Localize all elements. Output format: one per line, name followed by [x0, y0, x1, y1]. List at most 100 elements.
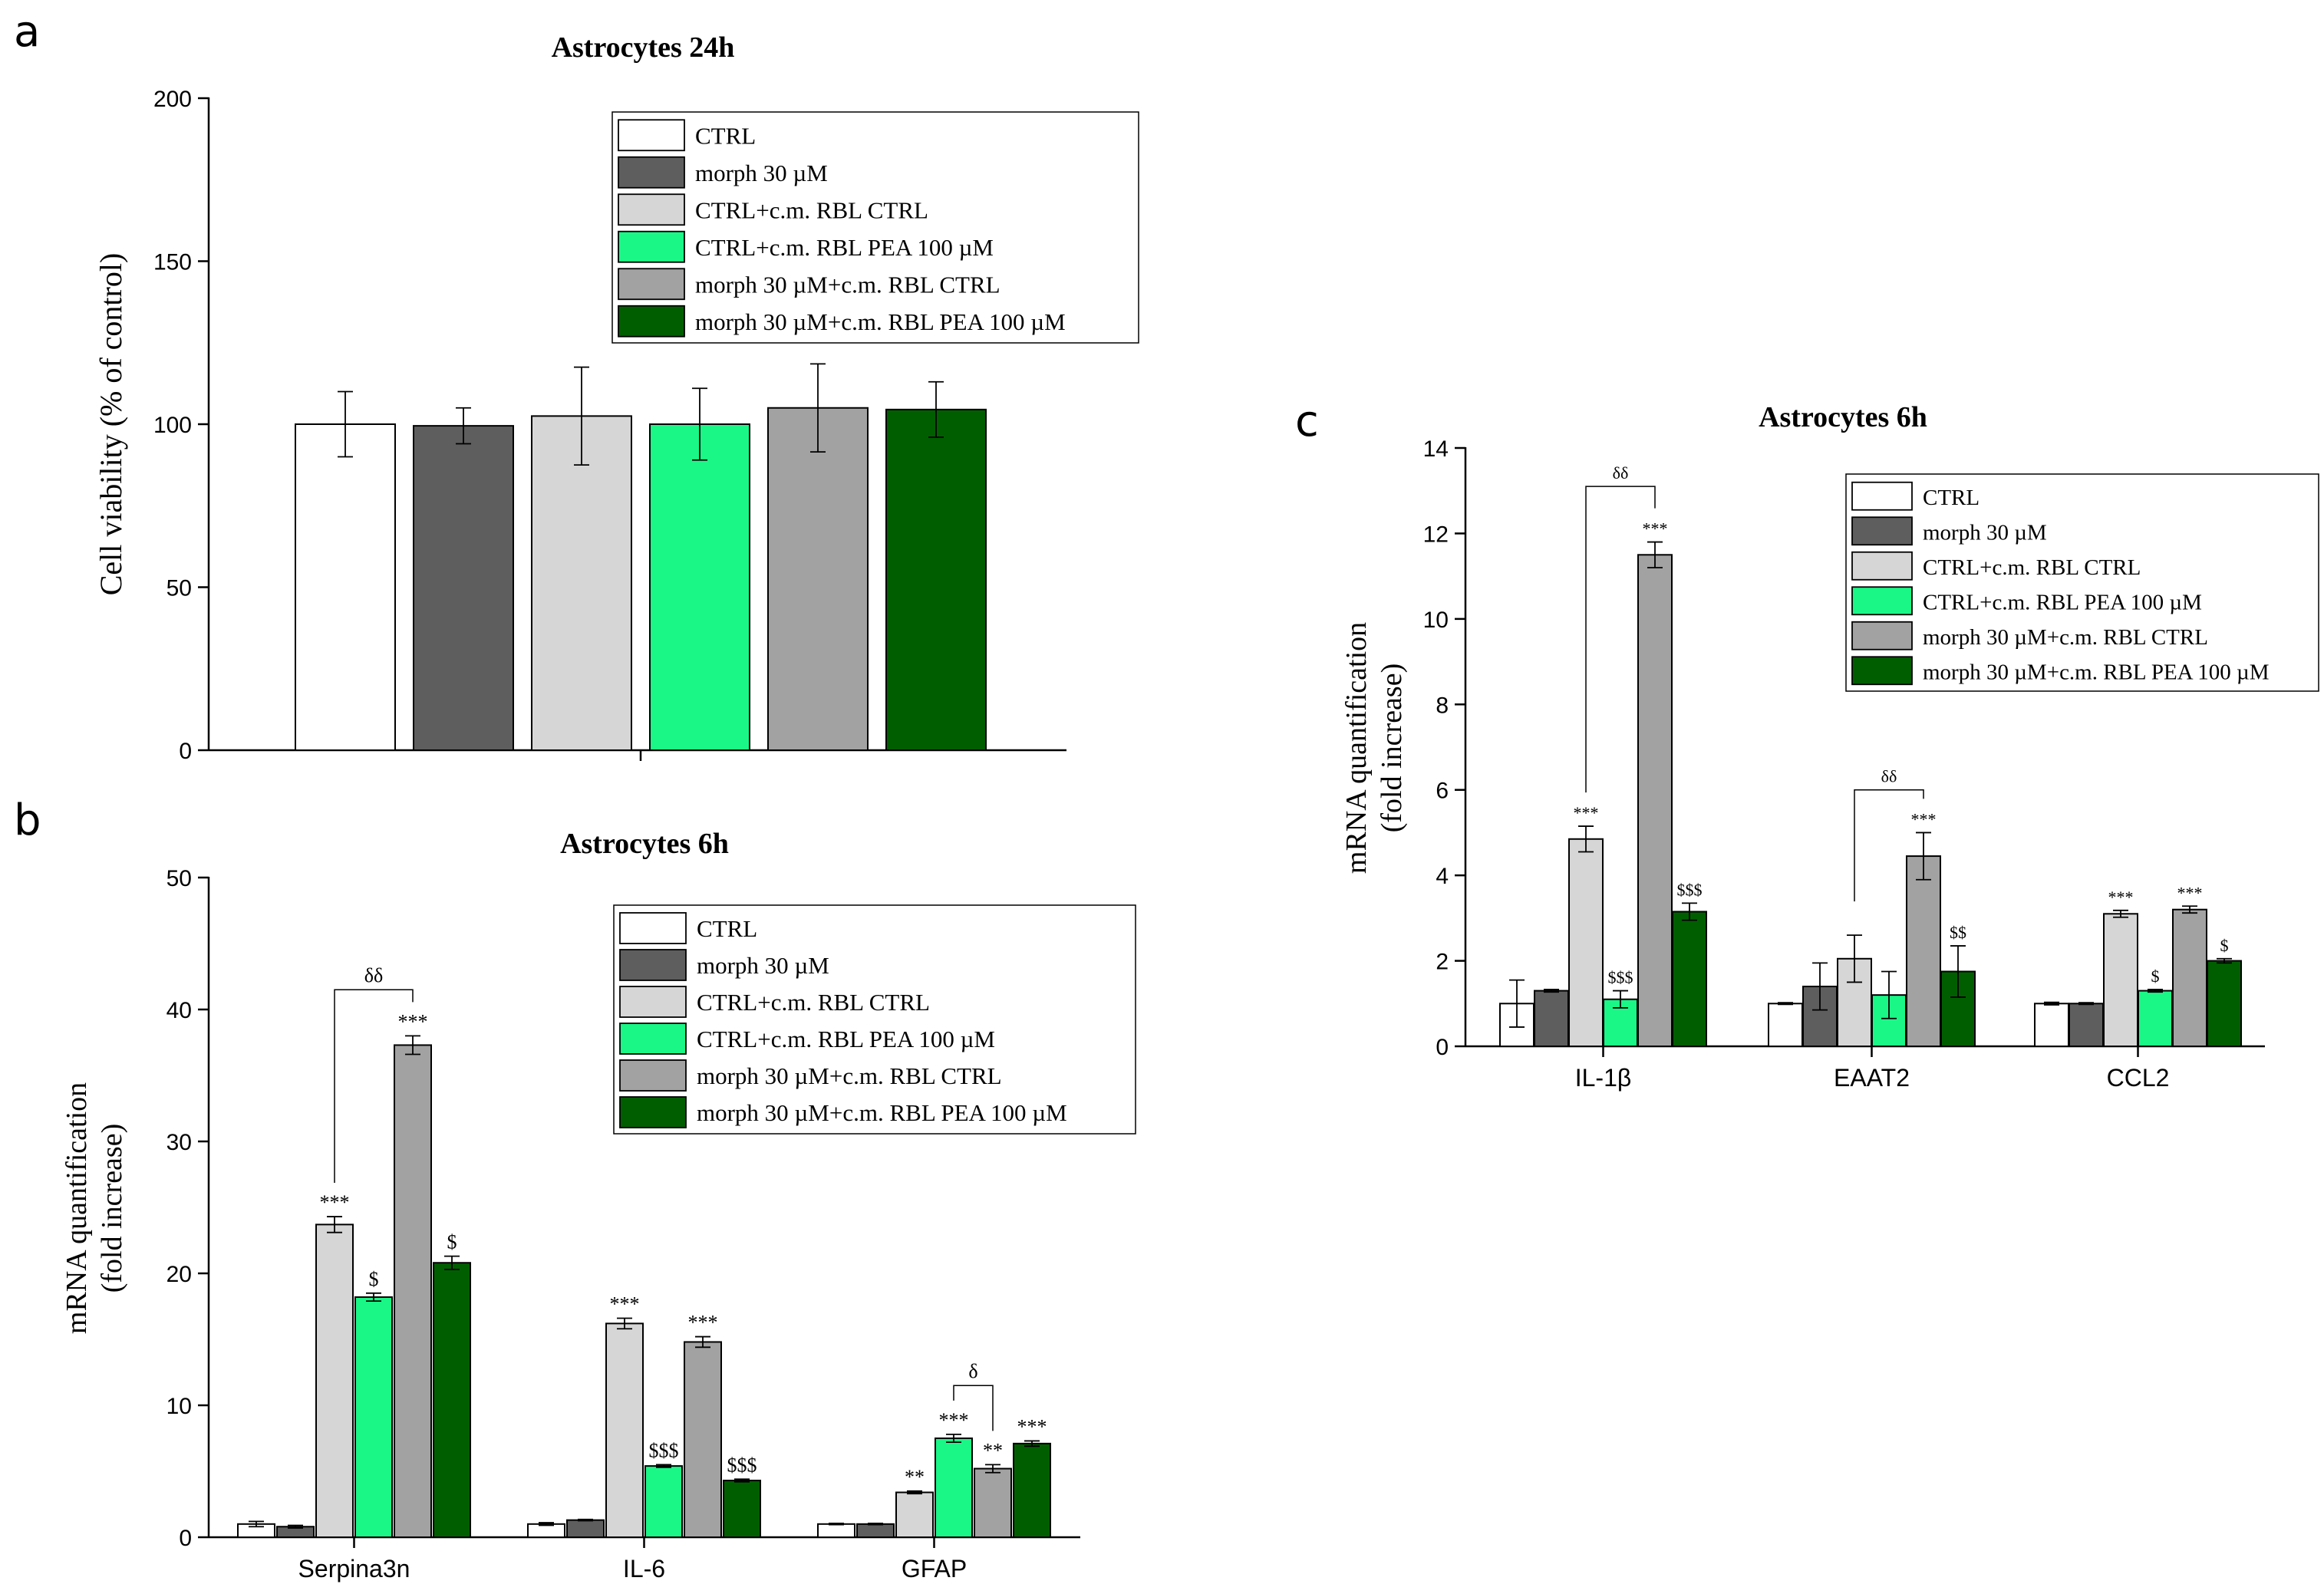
- bar: [856, 1523, 895, 1539]
- legend-label: CTRL+c.m. RBL CTRL: [695, 196, 928, 223]
- chart-panel-b: Astrocytes 6h 0 10 20 30 40 50 mRNA quantificat…: [61, 828, 1136, 1582]
- y-axis-label: Cell viability (% of control): [94, 253, 128, 596]
- bar: [2034, 1003, 2069, 1048]
- bar: [935, 1438, 973, 1538]
- legend-label: morph 30 µM+c.m. RBL PEA 100 µM: [697, 1099, 1067, 1126]
- y-tick-label: 40: [166, 998, 192, 1023]
- panel-letter-a: a: [14, 7, 40, 57]
- legend-swatch: [618, 230, 685, 263]
- significance-label: ***: [2177, 883, 2203, 902]
- y-tick-label: 200: [153, 87, 192, 112]
- bar: [315, 1223, 354, 1538]
- chart-panel-a: Astrocytes 24h 0 50 100 150 200 Cell viability…: [94, 31, 1139, 764]
- bar: [433, 1262, 471, 1538]
- chart-panel-c: Astrocytes 6h 0 2 4 6 8 10 12 14 mRNA quantificat…: [1340, 401, 2319, 1092]
- y-tick-label: 30: [166, 1130, 192, 1155]
- legend-label: morph 30 µM+c.m. RBL PEA 100 µM: [695, 308, 1066, 335]
- y-axis-label-line2: (fold increase): [1376, 664, 1408, 833]
- legend-label: CTRL: [1923, 486, 1980, 510]
- x-tick-label: CCL2: [2107, 1064, 2170, 1092]
- significance-label: ***: [2108, 888, 2134, 907]
- significance-label: ***: [610, 1293, 640, 1315]
- bar: [1672, 911, 1707, 1047]
- y-tick-label: 12: [1423, 522, 1449, 547]
- legend-label: CTRL: [695, 122, 756, 149]
- significance-label: $: [2220, 936, 2229, 955]
- significance-label: $$$: [1677, 880, 1703, 899]
- legend-label: morph 30 µM: [695, 160, 828, 186]
- bar: [2172, 908, 2207, 1047]
- legend-swatch: [618, 119, 685, 152]
- legend-label: morph 30 µM: [697, 952, 829, 979]
- legend-swatch: [1851, 656, 1913, 686]
- bar: [531, 415, 632, 751]
- bar: [767, 407, 869, 751]
- legend-swatch: [619, 1096, 687, 1128]
- legend-swatch: [618, 305, 685, 338]
- bar: [413, 425, 514, 751]
- legend-swatch: [619, 1059, 687, 1092]
- significance-label: ***: [320, 1191, 350, 1214]
- y-axis-label: mRNA quantification (fold increase): [61, 1082, 128, 1334]
- y-tick-label: 150: [153, 250, 192, 275]
- legend-label: morph 30 µM+c.m. RBL CTRL: [1923, 625, 2208, 650]
- bracket-label: δδ: [364, 964, 384, 986]
- x-tick-label: IL-1β: [1575, 1064, 1632, 1092]
- legend-label: morph 30 µM+c.m. RBL PEA 100 µM: [1923, 660, 2270, 684]
- bar: [1013, 1442, 1051, 1539]
- legend-label: CTRL+c.m. RBL PEA 100 µM: [1923, 590, 2202, 614]
- legend-swatch: [1851, 551, 1913, 581]
- y-tick-label: 0: [1436, 1035, 1449, 1060]
- x-tick-label: GFAP: [902, 1555, 967, 1582]
- y-tick-label: 10: [1423, 608, 1449, 633]
- y-tick-label: 50: [166, 866, 192, 891]
- x-tick-label: Serpina3n: [298, 1555, 410, 1582]
- bar: [1568, 838, 1604, 1048]
- x-tick-label: IL-6: [623, 1555, 665, 1582]
- significance-label: ***: [1643, 519, 1668, 538]
- y-tick-label: 2: [1436, 950, 1449, 975]
- chart-title: Astrocytes 24h: [552, 31, 735, 64]
- bar: [974, 1467, 1012, 1539]
- legend-label: CTRL+c.m. RBL PEA 100 µM: [695, 234, 994, 261]
- significance-label: **: [983, 1439, 1003, 1461]
- significance-label: ***: [688, 1312, 718, 1334]
- bracket-label: δ: [968, 1360, 977, 1382]
- significance-label: $$$: [727, 1454, 757, 1476]
- y-axis-label: mRNA quantification (fold increase): [1340, 622, 1408, 874]
- significance-label: ***: [939, 1409, 969, 1431]
- bar: [649, 423, 750, 751]
- bracket-label: δδ: [1881, 767, 1897, 786]
- legend-label: morph 30 µM+c.m. RBL CTRL: [697, 1062, 1002, 1089]
- y-axis-label-line2: (fold increase): [96, 1124, 128, 1293]
- significance-label: $$$: [649, 1439, 679, 1461]
- bar: [723, 1480, 761, 1539]
- significance-label: $$: [1950, 923, 1966, 942]
- legend-swatch: [619, 912, 687, 944]
- legend-swatch: [619, 1023, 687, 1055]
- bar: [2103, 913, 2138, 1048]
- panel-letter-c: c: [1295, 397, 1319, 446]
- legend-swatch: [618, 268, 685, 301]
- bar: [684, 1341, 722, 1538]
- y-tick-label: 6: [1436, 779, 1449, 804]
- legend-swatch: [1851, 516, 1913, 546]
- bar: [566, 1519, 605, 1539]
- significance-bracket: [953, 1385, 994, 1431]
- legend-swatch: [1851, 481, 1913, 511]
- panel-letter-b: b: [14, 795, 41, 845]
- bracket-label: δδ: [1613, 463, 1629, 482]
- y-tick-label: 20: [166, 1262, 192, 1287]
- bar: [895, 1491, 934, 1539]
- y-tick-label: 14: [1423, 436, 1449, 462]
- chart-title: Astrocytes 6h: [560, 828, 729, 860]
- y-tick-label: 10: [166, 1394, 192, 1419]
- significance-bracket: [334, 989, 414, 1184]
- bar: [1906, 855, 1941, 1047]
- bar: [394, 1044, 432, 1538]
- significance-bracket: [1854, 789, 1924, 902]
- significance-label: $: [2151, 967, 2160, 986]
- significance-bracket: [1585, 486, 1656, 793]
- legend-label: morph 30 µM: [1923, 520, 2047, 545]
